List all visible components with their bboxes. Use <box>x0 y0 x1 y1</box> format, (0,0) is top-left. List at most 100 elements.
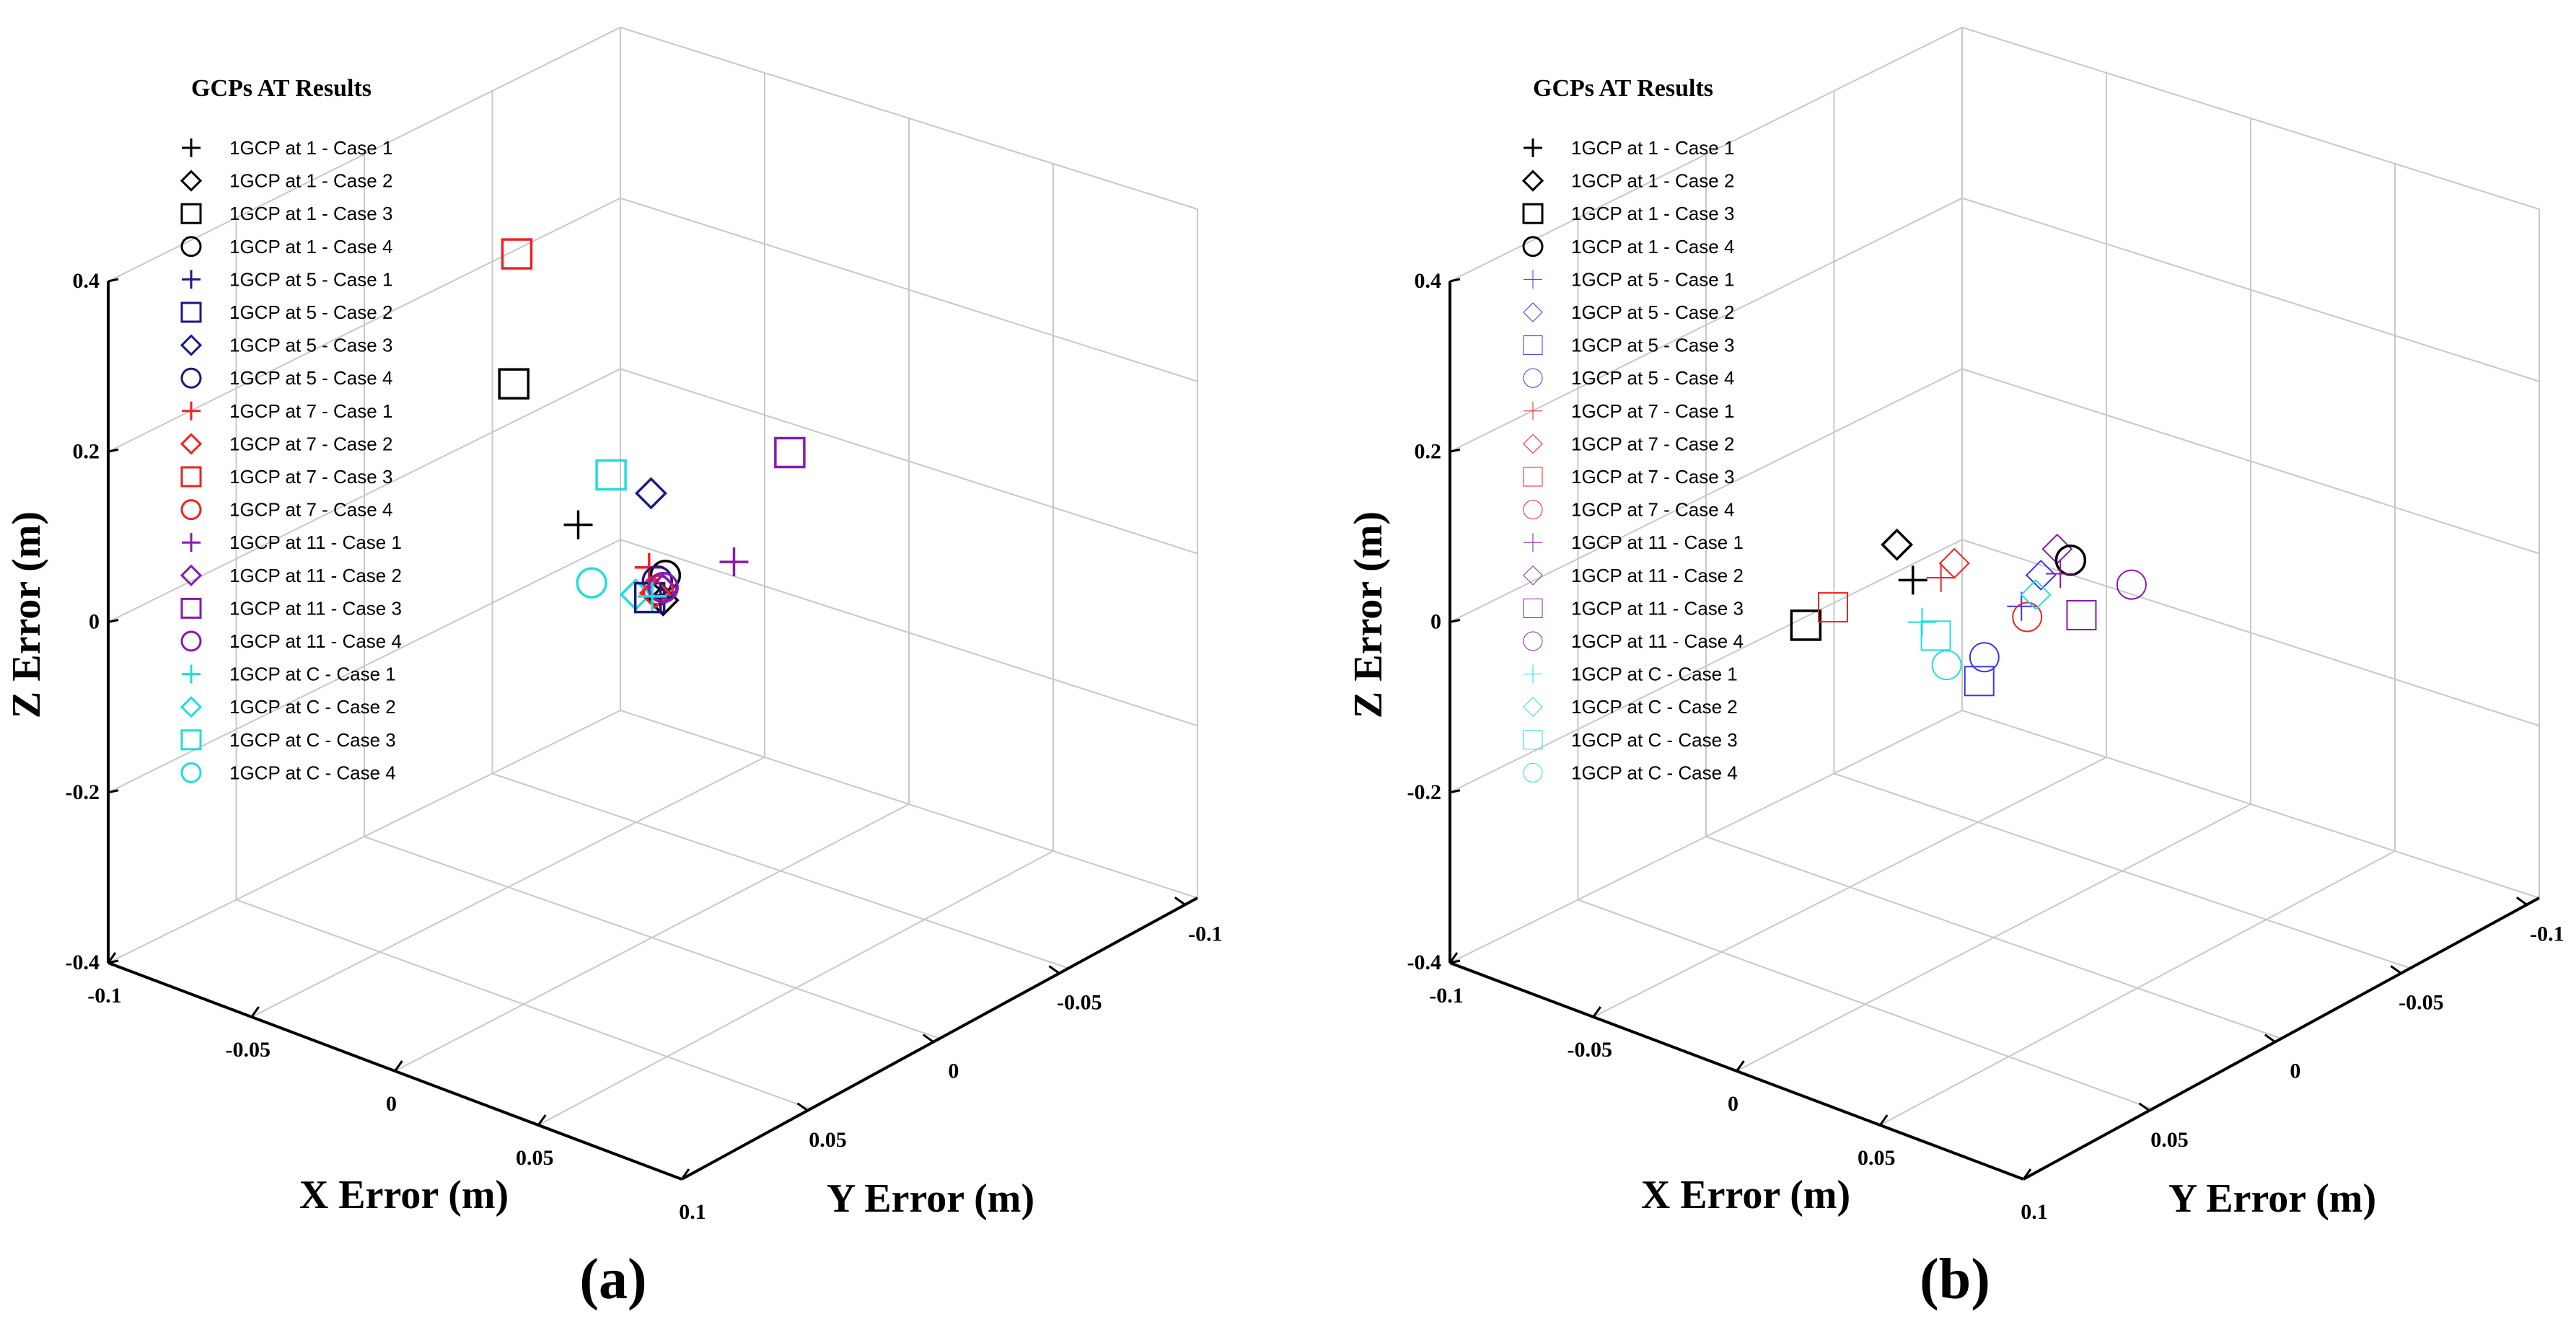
legend-label: 1GCP at C - Case 2 <box>229 696 396 718</box>
legend: GCPs AT Results 1GCP at 1 - Case 1 1GCP at… <box>180 75 402 783</box>
data-point <box>2054 544 2087 576</box>
legend-item: 1GCP at 7 - Case 3 <box>180 466 392 488</box>
legend-item: 1GCP at 11 - Case 2 <box>180 564 402 586</box>
y-tick <box>2264 1034 2276 1043</box>
legend-item: 1GCP at 5 - Case 4 <box>180 367 392 389</box>
legend-item: 1GCP at 5 - Case 4 <box>1523 367 1734 389</box>
legend-label: 1GCP at C - Case 1 <box>229 664 396 685</box>
legend-label: 1GCP at C - Case 3 <box>1571 729 1738 751</box>
legend-label: 1GCP at 7 - Case 1 <box>229 400 392 422</box>
legend-title: GCPs AT Results <box>191 75 372 102</box>
y-axis-line <box>681 896 1198 1181</box>
z-tick-label: -0.4 <box>66 951 100 974</box>
y-tick-label: 0.05 <box>2150 1128 2189 1152</box>
z-tick <box>107 619 119 623</box>
legend-item: 1GCP at 1 - Case 4 <box>1522 236 1734 257</box>
legend-item: 1GCP at C - Case 2 <box>180 696 396 718</box>
legend-item: 1GCP at C - Case 1 <box>1524 664 1738 685</box>
data-point <box>501 238 533 270</box>
legend-label: 1GCP at 1 - Case 2 <box>1571 170 1734 192</box>
y-tick-label: 0 <box>2290 1059 2300 1083</box>
data-points <box>1790 528 2147 697</box>
data-point <box>595 459 627 491</box>
y-tick-label: 0 <box>948 1059 959 1083</box>
legend-item: 1GCP at 5 - Case 3 <box>180 334 392 356</box>
data-point <box>1898 565 1927 595</box>
z-tick-label: -0.4 <box>1407 951 1442 974</box>
legend-label: 1GCP at C - Case 4 <box>1571 762 1738 783</box>
grid-walls <box>1449 26 2540 963</box>
legend-label: 1GCP at 5 - Case 3 <box>229 335 392 356</box>
axes: 0.4 0.2 0 -0.2 -0.4 -0.1 -0.05 0 0.05 0.1 0.05 0 -0.… <box>1407 269 2564 1224</box>
data-point <box>2066 600 2097 630</box>
grid-floor <box>1449 710 2540 1126</box>
legend-label: 1GCP at C - Case 4 <box>229 762 396 783</box>
data-point <box>647 571 679 604</box>
z-tick <box>107 959 119 964</box>
z-tick-label: 0.2 <box>73 439 100 463</box>
legend-label: 1GCP at 1 - Case 3 <box>1571 203 1734 224</box>
x-tick <box>1736 1060 1745 1072</box>
x-tick <box>107 952 117 964</box>
x-axis-title: X Error (m) <box>299 1173 509 1217</box>
y-tick <box>2138 1102 2150 1112</box>
legend-label: 1GCP at 7 - Case 3 <box>1571 466 1734 488</box>
legend-label: 1GCP at 7 - Case 3 <box>229 466 392 488</box>
z-tick <box>1449 448 1461 453</box>
legend-label: 1GCP at 11 - Case 1 <box>229 532 402 553</box>
legend-item: 1GCP at 5 - Case 2 <box>1523 301 1734 323</box>
z-axis-title: Z Error (m) <box>1346 511 1391 718</box>
legend-item: 1GCP at 1 - Case 1 <box>1524 137 1734 159</box>
data-point <box>2025 560 2057 591</box>
data-point <box>1964 666 1995 697</box>
legend-label: 1GCP at 1 - Case 2 <box>229 170 392 192</box>
legend-item: 1GCP at C - Case 2 <box>1523 696 1738 718</box>
legend-label: 1GCP at 7 - Case 2 <box>1571 433 1734 454</box>
data-point <box>576 567 607 599</box>
x-tick <box>394 1060 403 1072</box>
legend-item: 1GCP at 11 - Case 4 <box>180 630 402 652</box>
chart-panel-b: 0.4 0.2 0 -0.2 -0.4 -0.1 -0.05 0 0.05 0.1 0.05 0 -0.… <box>1346 26 2564 1311</box>
y-tick-label: -0.1 <box>2530 922 2564 946</box>
data-point <box>1790 609 1822 641</box>
y-tick-label: -0.05 <box>2399 991 2444 1015</box>
legend-item: 1GCP at 11 - Case 4 <box>1523 630 1744 652</box>
legend-label: 1GCP at C - Case 3 <box>229 729 396 751</box>
z-tick-label: 0 <box>89 610 100 634</box>
z-tick <box>1449 278 1461 283</box>
y-axis-line <box>2023 896 2540 1181</box>
y-axis-title: Y Error (m) <box>2168 1176 2376 1221</box>
x-tick <box>1592 1006 1601 1018</box>
y-tick <box>2390 965 2402 974</box>
x-tick-label: 0 <box>386 1092 397 1116</box>
x-tick-label: -0.1 <box>87 984 122 1008</box>
x-tick-label: 0.1 <box>2021 1200 2048 1224</box>
y-tick-label: -0.05 <box>1057 991 1102 1015</box>
x-tick-label: 0 <box>1728 1092 1738 1116</box>
data-point <box>1969 642 2000 673</box>
legend-label: 1GCP at 1 - Case 1 <box>1571 137 1734 159</box>
grid-walls <box>107 26 1198 963</box>
legend-label: 1GCP at 5 - Case 1 <box>1571 268 1734 290</box>
data-point <box>2020 579 2052 610</box>
legend-item: 1GCP at 7 - Case 4 <box>180 499 392 521</box>
data-point <box>719 547 749 577</box>
chart-panel-a: 0.4 0.2 0 -0.2 -0.4 -0.1 -0.05 0 0.05 0.1 0.05 0 -0.… <box>4 26 1223 1311</box>
data-point <box>2116 569 2147 600</box>
y-tick <box>1048 965 1060 974</box>
z-tick-label: 0 <box>1430 610 1441 634</box>
legend-label: 1GCP at 7 - Case 4 <box>1571 499 1734 521</box>
data-point <box>1938 547 1970 579</box>
x-tick <box>1449 952 1459 964</box>
z-tick-label: -0.2 <box>1407 780 1442 804</box>
y-tick <box>2515 896 2528 906</box>
legend-item: 1GCP at 11 - Case 1 <box>1524 532 1744 553</box>
legend-label: 1GCP at 11 - Case 3 <box>1571 597 1744 619</box>
z-tick <box>1449 959 1461 964</box>
data-point <box>1926 563 1956 593</box>
data-point <box>638 576 672 609</box>
data-point <box>563 510 593 539</box>
legend-label: 1GCP at 5 - Case 2 <box>1571 301 1734 323</box>
x-tick-label: -0.1 <box>1429 984 1464 1008</box>
